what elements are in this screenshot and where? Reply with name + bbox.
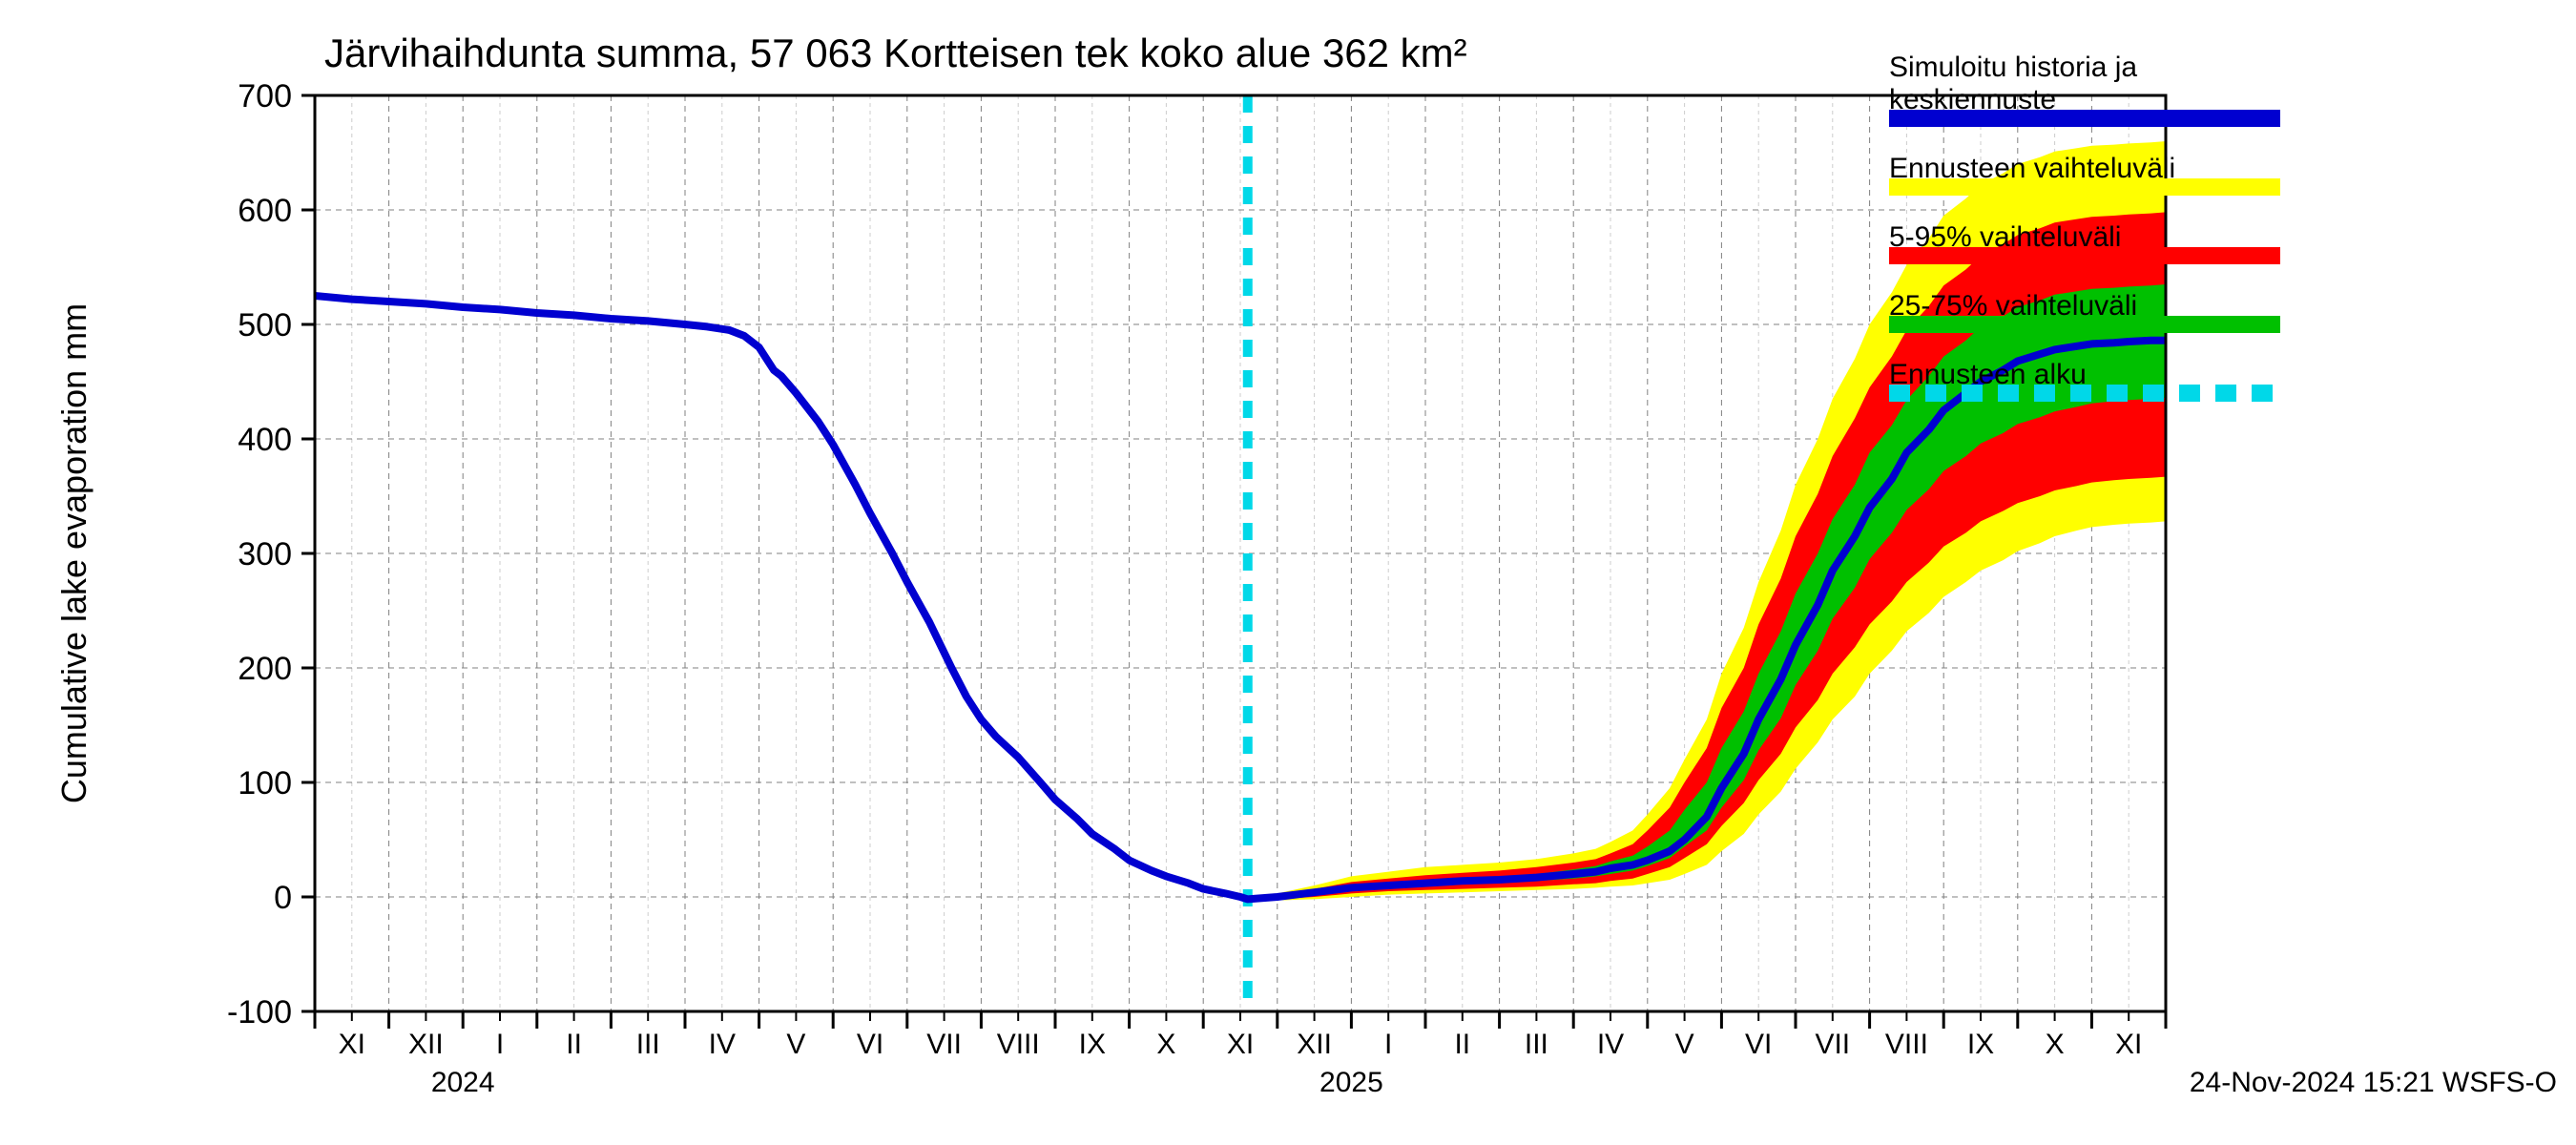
xtick-label: VIII: [997, 1029, 1040, 1060]
xtick-label: X: [1156, 1029, 1175, 1060]
xtick-label: XII: [408, 1029, 444, 1060]
legend-label: Ennusteen alku: [1889, 359, 2087, 390]
chart-container: -1000100200300400500600700XIXIIIIIIIIIVV…: [0, 0, 2576, 1145]
xtick-label: VIII: [1885, 1029, 1928, 1060]
ytick-label: 100: [238, 765, 292, 802]
xtick-label: X: [2046, 1029, 2065, 1060]
xtick-label: III: [1525, 1029, 1548, 1060]
ytick-label: 700: [238, 78, 292, 114]
timestamp-label: 24-Nov-2024 15:21 WSFS-O: [2190, 1067, 2557, 1098]
xtick-label: VII: [1815, 1029, 1850, 1060]
xtick-label: XI: [1227, 1029, 1254, 1060]
xtick-label: VI: [1745, 1029, 1772, 1060]
xtick-label: VI: [857, 1029, 883, 1060]
xtick-label: II: [1454, 1029, 1470, 1060]
ytick-label: -100: [227, 994, 292, 1030]
xtick-label: XI: [339, 1029, 365, 1060]
chart-title: Järvihaihdunta summa, 57 063 Kortteisen …: [324, 31, 1467, 75]
xtick-label: VII: [926, 1029, 962, 1060]
y-axis-label: Cumulative lake evaporation mm: [54, 303, 93, 803]
year-label: 2025: [1319, 1067, 1383, 1098]
xtick-label: I: [496, 1029, 504, 1060]
xtick-label: IV: [1597, 1029, 1624, 1060]
legend-label: Simuloitu historia ja: [1889, 52, 2137, 83]
xtick-label: XI: [2115, 1029, 2142, 1060]
xtick-label: IV: [709, 1029, 736, 1060]
year-label: 2024: [431, 1067, 495, 1098]
ytick-label: 0: [274, 880, 292, 916]
xtick-label: IX: [1079, 1029, 1106, 1060]
xtick-label: II: [566, 1029, 582, 1060]
xtick-label: V: [1675, 1029, 1694, 1060]
chart-svg: -1000100200300400500600700XIXIIIIIIIIIVV…: [0, 0, 2576, 1145]
xtick-label: V: [786, 1029, 805, 1060]
ytick-label: 300: [238, 536, 292, 572]
chart-bg: [0, 0, 2576, 1145]
xtick-label: III: [636, 1029, 660, 1060]
ytick-label: 400: [238, 422, 292, 458]
xtick-label: XII: [1297, 1029, 1332, 1060]
ytick-label: 600: [238, 193, 292, 229]
ytick-label: 500: [238, 307, 292, 344]
xtick-label: IX: [1967, 1029, 1994, 1060]
ytick-label: 200: [238, 651, 292, 687]
xtick-label: I: [1384, 1029, 1392, 1060]
